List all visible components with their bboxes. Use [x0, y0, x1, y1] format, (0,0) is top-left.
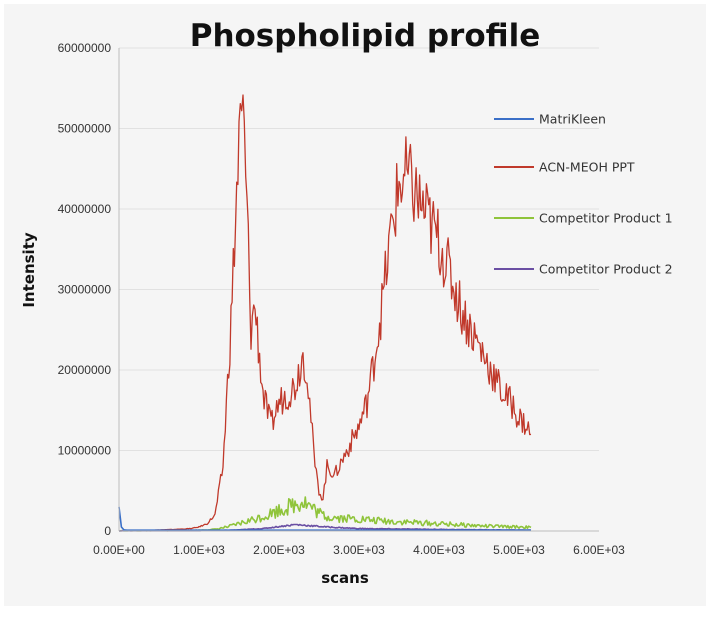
- y-tick-labels: 0 10000000 20000000 30000000 40000000 5000000…: [58, 41, 112, 538]
- chart-svg: 0 10000000 20000000 30000000 40000000 5000000…: [20, 18, 673, 587]
- y-tick-label: 50000000: [58, 122, 112, 136]
- x-axis-label: scans: [321, 569, 369, 587]
- x-tick-label: 0.00E+00: [93, 543, 145, 557]
- y-tick-label: 60000000: [58, 41, 112, 55]
- series-line-1: [119, 94, 532, 532]
- axes: [118, 48, 599, 532]
- y-tick-label: 30000000: [58, 283, 112, 297]
- gridlines: [119, 47, 599, 451]
- x-tick-label: 3.00E+03: [333, 543, 385, 557]
- x-tick-label: 6.00E+03: [573, 543, 625, 557]
- plot-area: [118, 94, 532, 532]
- y-tick-label: 0: [104, 524, 111, 538]
- chart-title: Phospholipid profile: [190, 18, 541, 54]
- y-tick-label: 40000000: [58, 202, 112, 216]
- y-tick-label: 10000000: [58, 444, 112, 458]
- x-tick-label: 4.00E+03: [413, 543, 465, 557]
- legend-label: ACN-MEOH PPT: [539, 160, 635, 175]
- series-line-0: [118, 506, 531, 532]
- x-tick-label: 1.00E+03: [173, 543, 225, 557]
- chart-frame: 0 10000000 20000000 30000000 40000000 5000000…: [4, 4, 706, 606]
- legend-label: Competitor Product 1: [539, 211, 673, 226]
- legend-label: MatriKleen: [539, 112, 606, 127]
- legend: MatriKleen ACN-MEOH PPT Competitor Product…: [494, 112, 673, 277]
- x-tick-labels: 0.00E+00 1.00E+03 2.00E+03 3.00E+03 4.00E+03…: [93, 543, 625, 557]
- x-tick-label: 2.00E+03: [253, 543, 305, 557]
- legend-label: Competitor Product 2: [539, 262, 673, 277]
- x-tick-label: 5.00E+03: [493, 543, 545, 557]
- y-axis-label: Intensity: [20, 232, 38, 308]
- y-tick-label: 20000000: [58, 363, 112, 377]
